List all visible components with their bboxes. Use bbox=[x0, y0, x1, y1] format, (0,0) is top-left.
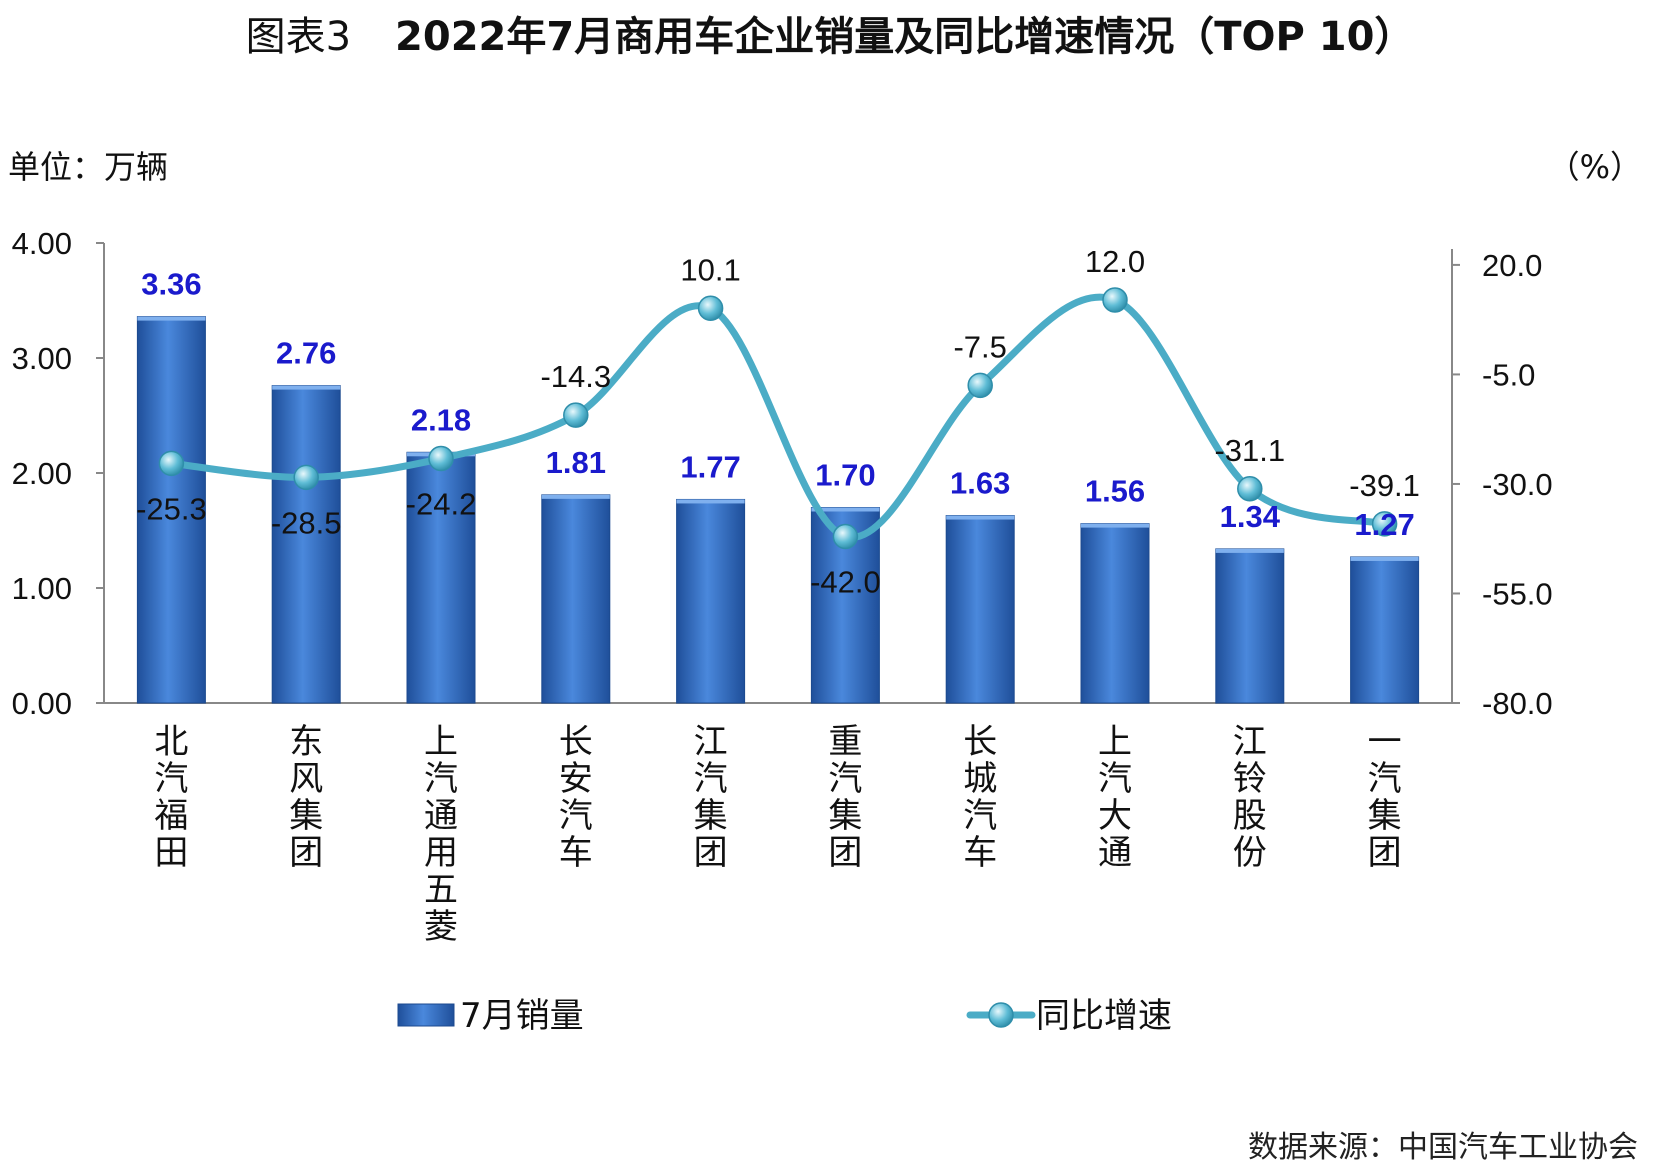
category-label: 江汽集团 bbox=[694, 722, 728, 873]
line-value-label: -7.5 bbox=[953, 329, 1006, 364]
category-label: 北汽福田 bbox=[154, 722, 188, 873]
category-label: 东风集团 bbox=[289, 722, 323, 873]
bar-value-label: 2.76 bbox=[276, 336, 336, 371]
right-tick-label: -80.0 bbox=[1482, 686, 1553, 721]
bar-top-highlight bbox=[1350, 556, 1419, 561]
line-point[interactable] bbox=[1102, 287, 1128, 313]
chart-title-main: 2022年7月商用车企业销量及同比增速情况（TOP 10） bbox=[395, 14, 1415, 60]
line-point[interactable] bbox=[158, 450, 185, 477]
chart-axes: 0.00 1.00 2.00 3.00 4.00 -80.0 -55.0 -30.0 -5.0 2… bbox=[12, 226, 1553, 947]
category-label: 长城汽车 bbox=[963, 722, 997, 873]
bar-value-label: 1.56 bbox=[1085, 474, 1145, 509]
legend-line-marker bbox=[988, 1002, 1014, 1028]
bar-top-highlight bbox=[1081, 523, 1149, 528]
chart-title-prefix: 图表3 bbox=[245, 14, 352, 60]
bar[interactable] bbox=[541, 494, 611, 704]
legend-bar-swatch bbox=[397, 1003, 455, 1027]
line-point[interactable] bbox=[832, 523, 859, 550]
data-source: 数据来源：中国汽车工业协会 bbox=[1248, 1130, 1638, 1165]
right-tick-label: -30.0 bbox=[1482, 467, 1553, 502]
bar[interactable] bbox=[271, 385, 341, 704]
left-tick-label: 0.00 bbox=[12, 686, 72, 721]
bar[interactable] bbox=[945, 515, 1015, 704]
line-point[interactable] bbox=[967, 372, 993, 399]
line-value-label: 10.1 bbox=[680, 252, 740, 287]
right-tick-label: -55.0 bbox=[1482, 576, 1553, 611]
line-value-label: -24.2 bbox=[406, 487, 477, 522]
legend-bar-label: 7月销量 bbox=[460, 996, 584, 1036]
line-point[interactable] bbox=[293, 464, 319, 491]
line-point[interactable] bbox=[697, 295, 724, 322]
bar-value-label: 3.36 bbox=[141, 267, 201, 302]
line-point[interactable] bbox=[1237, 476, 1263, 502]
bar-top-highlight bbox=[676, 499, 745, 504]
bar-top-highlight bbox=[541, 494, 610, 499]
right-tick-label: -5.0 bbox=[1482, 357, 1535, 392]
left-tick-label: 4.00 bbox=[12, 226, 72, 261]
category-label: 上汽通用五菱 bbox=[424, 722, 458, 947]
category-label: 重汽集团 bbox=[828, 722, 862, 873]
category-label: 上汽大通 bbox=[1098, 722, 1132, 873]
left-tick-label: 3.00 bbox=[12, 341, 72, 376]
bar-top-highlight bbox=[1215, 548, 1284, 553]
category-label: 江铃股份 bbox=[1233, 722, 1267, 873]
bar[interactable] bbox=[676, 498, 746, 704]
category-label: 一汽集团 bbox=[1368, 722, 1402, 873]
left-tick-label: 2.00 bbox=[12, 456, 72, 491]
line-value-label: -42.0 bbox=[810, 565, 881, 600]
bar-top-highlight bbox=[811, 507, 880, 512]
bar-value-label: 2.18 bbox=[411, 402, 471, 437]
line-value-label: 12.0 bbox=[1085, 244, 1145, 279]
line-value-label: -14.3 bbox=[540, 359, 611, 394]
line-point[interactable] bbox=[563, 402, 589, 428]
category-label: 长安汽车 bbox=[559, 722, 593, 873]
left-tick-label: 1.00 bbox=[12, 571, 72, 606]
bar-top-highlight bbox=[272, 385, 341, 390]
right-tick-label: 20.0 bbox=[1482, 248, 1542, 283]
bar-value-label: 1.70 bbox=[815, 458, 875, 493]
chart-title: 图表3 2022年7月商用车企业销量及同比增速情况（TOP 10） bbox=[0, 4, 1660, 62]
line-value-label: -25.3 bbox=[136, 491, 207, 526]
bar[interactable] bbox=[406, 451, 476, 704]
bar[interactable] bbox=[1350, 556, 1420, 704]
line-series bbox=[158, 287, 1398, 550]
right-axis-unit: （%） bbox=[1547, 148, 1642, 186]
bar[interactable] bbox=[1215, 548, 1285, 704]
bar-top-highlight bbox=[946, 515, 1015, 520]
bar-value-label: 1.27 bbox=[1354, 507, 1414, 542]
data-labels: 3.36 2.76 2.18 1.81 1.77 1.70 1.63 1.56 1.34 1.27… bbox=[136, 244, 1420, 600]
line-point[interactable] bbox=[1371, 511, 1398, 537]
bar-value-label: 1.81 bbox=[546, 445, 606, 480]
line-value-label: -31.1 bbox=[1214, 433, 1285, 468]
bar-top-highlight bbox=[137, 316, 206, 321]
bar[interactable] bbox=[1080, 523, 1150, 704]
legend: 7月销量 同比增速 bbox=[397, 996, 1172, 1036]
line-value-label: -39.1 bbox=[1349, 468, 1420, 503]
legend-line-label: 同比增速 bbox=[1036, 996, 1172, 1036]
left-axis-unit: 单位：万辆 bbox=[8, 148, 169, 186]
line-value-label: -28.5 bbox=[271, 505, 342, 540]
growth-line bbox=[167, 293, 1389, 541]
bar-value-label: 1.77 bbox=[680, 449, 740, 484]
bar-value-label: 1.63 bbox=[950, 466, 1010, 501]
line-point[interactable] bbox=[428, 445, 454, 472]
bar-value-label: 1.34 bbox=[1220, 499, 1281, 534]
